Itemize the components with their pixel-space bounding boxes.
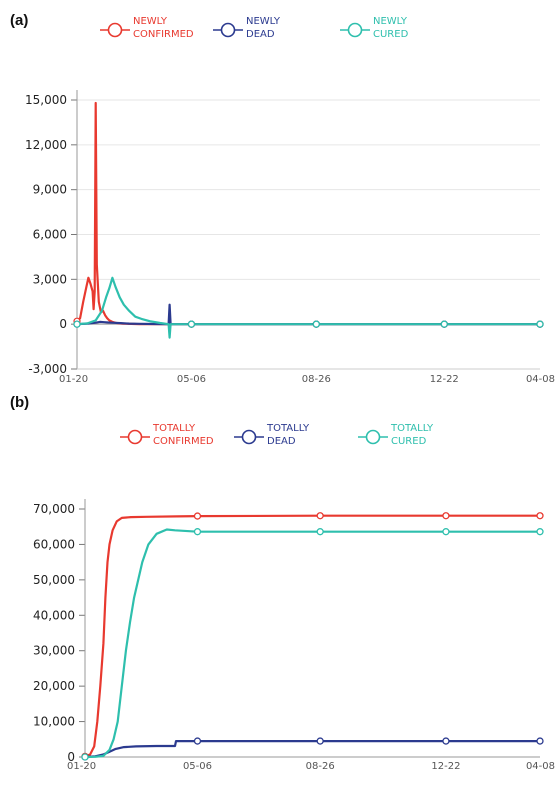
y-tick-label: 6,000 — [33, 228, 67, 242]
series-marker-cured — [193, 528, 202, 536]
series-marker-cured — [536, 320, 544, 328]
legend-swatch-marker — [347, 22, 363, 38]
series-marker-cured — [73, 320, 81, 328]
legend-label: TOTALLY — [390, 423, 434, 434]
y-tick-label: 30,000 — [33, 644, 75, 658]
x-tick-label: 08-26 — [302, 374, 331, 385]
legend-swatch-marker — [127, 429, 143, 445]
series-line-cured — [84, 528, 540, 759]
chart-panel-a: (a) NEWLY CONFIRMED NEWLY DEAD NEWLY CURED 15,… — [0, 0, 557, 385]
series-marker-cured — [187, 320, 196, 328]
legend-swatch-marker — [365, 429, 381, 445]
y-tick-label: 60,000 — [33, 537, 75, 551]
legend-label: NEWLY — [373, 16, 408, 27]
legend-label: NEWLY — [246, 16, 281, 27]
legend-item: NEWLY CONFIRMED — [100, 16, 194, 40]
legend-item: TOTALLY CURED — [358, 423, 434, 447]
series-line-dead — [84, 740, 540, 759]
legend-swatch-marker — [241, 429, 257, 445]
y-tick-label: 9,000 — [33, 183, 67, 197]
y-tick-label: 40,000 — [33, 608, 75, 622]
y-tick-label: 15,000 — [25, 93, 67, 107]
series-marker-confirmed — [193, 512, 202, 520]
y-tick-label: -3,000 — [28, 362, 67, 376]
legend-label: DEAD — [267, 436, 296, 447]
series-marker-cured — [440, 320, 448, 328]
legend-label: CONFIRMED — [153, 436, 214, 447]
legend-swatch-marker — [220, 22, 236, 38]
series-marker-cured — [316, 528, 324, 536]
legend-label: TOTALLY — [152, 423, 196, 434]
legend-label: CURED — [391, 436, 427, 447]
y-tick-label: 0 — [67, 750, 75, 764]
x-tick-label: 05-06 — [177, 374, 206, 385]
chart-panel-b: (b) TOTALLY CONFIRMED TOTALLY DEAD TOTALLY CU… — [0, 385, 557, 805]
x-tick-label: 08-26 — [306, 761, 335, 772]
panel-label-b: (b) — [10, 394, 30, 411]
series-line-confirmed — [76, 101, 540, 326]
x-tick-label: 01-20 — [59, 374, 88, 385]
series-marker-confirmed — [536, 512, 544, 520]
x-tick-label: 12-22 — [431, 761, 460, 772]
panel-label-a: (a) — [10, 12, 29, 29]
series-marker-confirmed — [316, 512, 324, 520]
y-tick-label: 50,000 — [33, 573, 75, 587]
legend-item: NEWLY CURED — [340, 16, 409, 40]
series-marker-dead — [536, 737, 544, 745]
legend-label: CONFIRMED — [133, 29, 194, 40]
legend-swatch-marker — [107, 22, 123, 38]
legend-item: NEWLY DEAD — [213, 16, 281, 40]
y-tick-label: 20,000 — [33, 679, 75, 693]
series-line-confirmed — [84, 514, 540, 758]
legend-label: DEAD — [246, 29, 275, 40]
series-marker-dead — [193, 737, 202, 745]
series-marker-cured — [81, 753, 89, 761]
x-tick-label: 04-08 — [526, 374, 555, 385]
series-marker-dead — [442, 737, 450, 745]
legend-item: TOTALLY DEAD — [234, 423, 310, 447]
series-marker-cured — [536, 528, 544, 536]
y-tick-label: 3,000 — [33, 272, 67, 286]
legend-label: CURED — [373, 29, 409, 40]
series-marker-cured — [442, 528, 450, 536]
x-tick-label: 01-20 — [67, 761, 96, 772]
legend-item: TOTALLY CONFIRMED — [120, 423, 214, 447]
series-line-cured — [76, 276, 540, 339]
legend-label: NEWLY — [133, 16, 168, 27]
y-tick-label: 70,000 — [33, 502, 75, 516]
x-tick-label: 04-08 — [526, 761, 555, 772]
series-marker-cured — [312, 320, 320, 328]
chart-a: NEWLY CONFIRMED NEWLY DEAD NEWLY CURED 15,000 1… — [25, 16, 555, 385]
legend-label: TOTALLY — [266, 423, 310, 434]
y-tick-label: 0 — [59, 317, 67, 331]
series-marker-confirmed — [442, 512, 450, 520]
series-marker-dead — [316, 737, 324, 745]
x-tick-label: 05-06 — [183, 761, 212, 772]
y-tick-label: 10,000 — [33, 715, 75, 729]
chart-b: TOTALLY CONFIRMED TOTALLY DEAD TOTALLY CURED 7… — [33, 423, 555, 772]
y-tick-label: 12,000 — [25, 138, 67, 152]
x-tick-label: 12-22 — [430, 374, 459, 385]
